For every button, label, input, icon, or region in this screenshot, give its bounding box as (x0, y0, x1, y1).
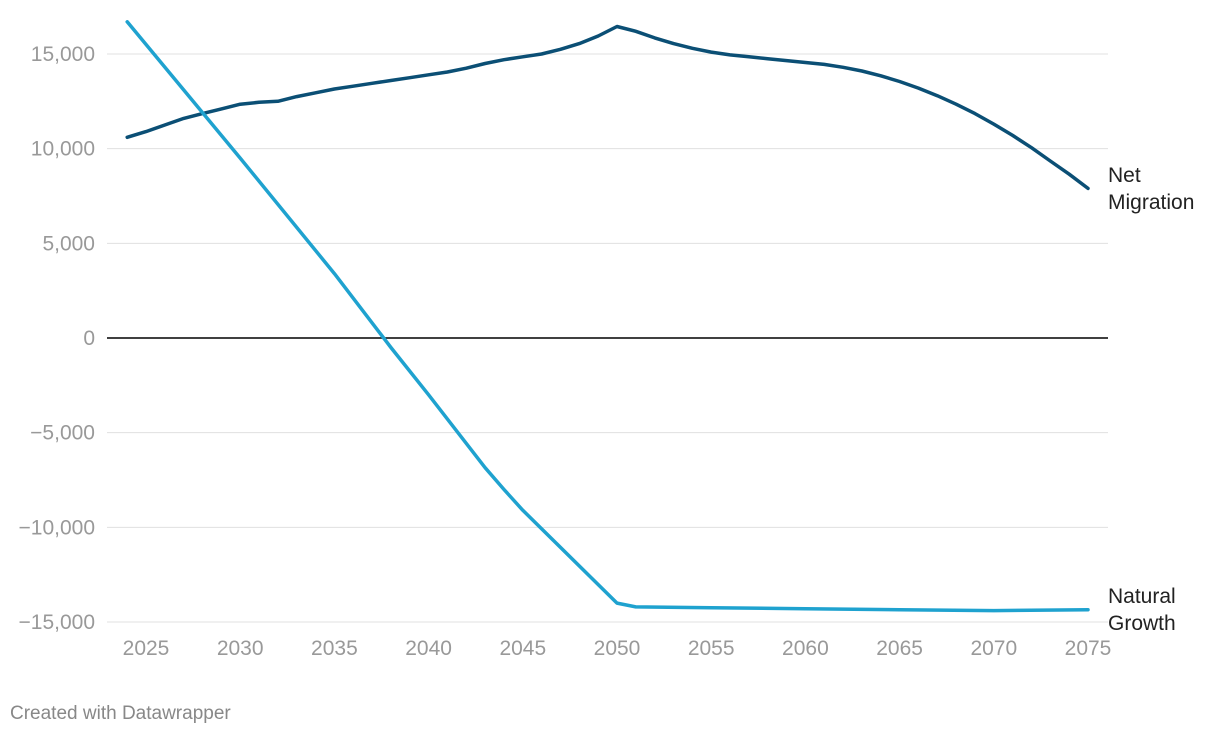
x-tick-label: 2055 (688, 637, 735, 660)
y-tick-label: −10,000 (19, 516, 96, 539)
series-line-net-migration (125, 24, 1090, 191)
y-tick-label: −15,000 (19, 611, 96, 634)
datawrapper-credit: Created with Datawrapper (10, 703, 231, 724)
y-tick-label: 0 (83, 327, 95, 350)
series-label-net-migration: Net Migration (1108, 164, 1194, 214)
x-tick-label: 2065 (876, 637, 923, 660)
series-line-natural-growth (125, 20, 1090, 613)
x-tick-label: 2030 (217, 637, 264, 660)
gridlines (107, 53, 1108, 623)
x-tick-label: 2035 (311, 637, 358, 660)
x-tick-label: 2060 (782, 637, 829, 660)
series-label-natural-growth: Natural Growth (1108, 585, 1176, 635)
y-tick-label: −5,000 (30, 422, 95, 445)
x-tick-label: 2045 (499, 637, 546, 660)
series-lines (125, 20, 1090, 613)
y-tick-label: 5,000 (42, 232, 95, 255)
axes: 15,000 10,000 5,000 0 −5,000 −10,000 −15,000 20… (19, 43, 1112, 660)
x-tick-label: 2075 (1065, 637, 1112, 660)
x-tick-label: 2050 (594, 637, 641, 660)
y-tick-label: 10,000 (31, 138, 95, 161)
y-tick-label: 15,000 (31, 43, 95, 66)
series-labels: Net Migration Natural Growth (1108, 164, 1194, 635)
x-tick-label: 2025 (123, 637, 170, 660)
x-tick-label: 2070 (970, 637, 1017, 660)
x-tick-label: 2040 (405, 637, 452, 660)
